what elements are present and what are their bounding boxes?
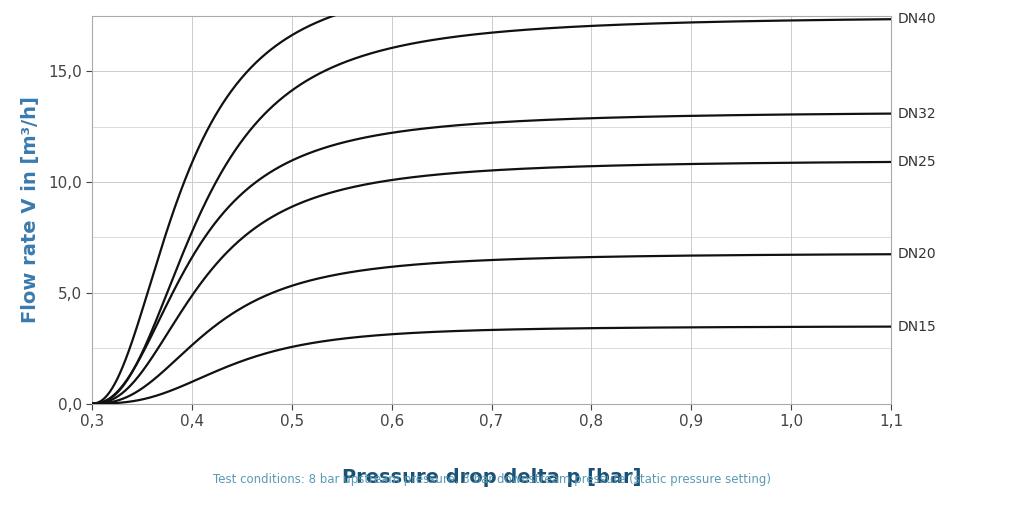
Text: DN25: DN25	[898, 155, 937, 169]
Text: DN40: DN40	[898, 12, 937, 26]
Text: DN32: DN32	[898, 107, 937, 121]
Y-axis label: Flow rate V in [m³/h]: Flow rate V in [m³/h]	[20, 96, 40, 323]
Text: DN15: DN15	[898, 320, 937, 333]
Text: Test conditions: 8 bar upstream pressure, 3 bar downstream pressure (static pres: Test conditions: 8 bar upstream pressure…	[213, 473, 770, 486]
Text: DN20: DN20	[898, 247, 937, 261]
X-axis label: Pressure drop delta p [bar]: Pressure drop delta p [bar]	[342, 468, 641, 487]
